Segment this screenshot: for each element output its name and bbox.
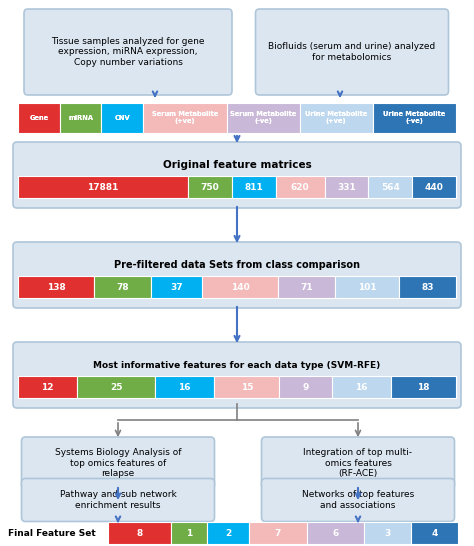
FancyBboxPatch shape bbox=[262, 437, 455, 489]
FancyBboxPatch shape bbox=[155, 376, 214, 398]
FancyBboxPatch shape bbox=[18, 276, 94, 298]
Text: miRNA: miRNA bbox=[68, 115, 93, 121]
FancyBboxPatch shape bbox=[364, 522, 411, 544]
Text: 140: 140 bbox=[231, 282, 249, 292]
FancyBboxPatch shape bbox=[278, 276, 336, 298]
FancyBboxPatch shape bbox=[77, 376, 155, 398]
FancyBboxPatch shape bbox=[332, 376, 391, 398]
FancyBboxPatch shape bbox=[249, 522, 307, 544]
FancyBboxPatch shape bbox=[18, 103, 60, 133]
Text: CNV: CNV bbox=[115, 115, 130, 121]
Text: Serum Metabolite
(-ve): Serum Metabolite (-ve) bbox=[230, 111, 296, 124]
Text: 750: 750 bbox=[201, 182, 219, 192]
Text: Systems Biology Analysis of
top omics features of
relapse: Systems Biology Analysis of top omics fe… bbox=[55, 448, 181, 478]
Text: 564: 564 bbox=[381, 182, 400, 192]
FancyBboxPatch shape bbox=[207, 522, 249, 544]
Text: Most informative features for each data type (SVM-RFE): Most informative features for each data … bbox=[93, 360, 381, 370]
Text: 331: 331 bbox=[337, 182, 356, 192]
FancyBboxPatch shape bbox=[227, 103, 300, 133]
FancyBboxPatch shape bbox=[18, 376, 77, 398]
FancyBboxPatch shape bbox=[101, 103, 143, 133]
Text: CNV: CNV bbox=[115, 115, 130, 121]
Text: Urine Metabolite
(+ve): Urine Metabolite (+ve) bbox=[305, 111, 367, 124]
FancyBboxPatch shape bbox=[255, 9, 448, 95]
FancyBboxPatch shape bbox=[21, 478, 215, 521]
Text: Serum Metabolite
(+ve): Serum Metabolite (+ve) bbox=[152, 111, 218, 124]
Text: 15: 15 bbox=[241, 383, 253, 391]
FancyBboxPatch shape bbox=[373, 103, 456, 133]
Text: 3: 3 bbox=[384, 529, 391, 537]
FancyBboxPatch shape bbox=[232, 176, 276, 198]
Text: 8: 8 bbox=[136, 529, 143, 537]
Text: Original feature matrices: Original feature matrices bbox=[163, 160, 311, 170]
Text: Networks of top features
and associations: Networks of top features and association… bbox=[302, 490, 414, 510]
Text: 16: 16 bbox=[178, 383, 191, 391]
Text: 2: 2 bbox=[225, 529, 231, 537]
Text: 78: 78 bbox=[117, 282, 129, 292]
FancyBboxPatch shape bbox=[60, 103, 101, 133]
Text: miRNA: miRNA bbox=[68, 115, 93, 121]
FancyBboxPatch shape bbox=[336, 276, 399, 298]
Text: 83: 83 bbox=[421, 282, 434, 292]
Text: 37: 37 bbox=[170, 282, 183, 292]
Text: 811: 811 bbox=[245, 182, 264, 192]
Text: Final Feature Set: Final Feature Set bbox=[8, 529, 96, 537]
Text: Urine Metabolite
(-ve): Urine Metabolite (-ve) bbox=[383, 111, 446, 124]
FancyBboxPatch shape bbox=[18, 176, 188, 198]
Text: 7: 7 bbox=[274, 529, 281, 537]
Text: Urine Metabolite
(+ve): Urine Metabolite (+ve) bbox=[305, 111, 367, 124]
FancyBboxPatch shape bbox=[262, 478, 455, 521]
FancyBboxPatch shape bbox=[399, 276, 456, 298]
Text: Pre-filtered data Sets from class comparison: Pre-filtered data Sets from class compar… bbox=[114, 260, 360, 270]
FancyBboxPatch shape bbox=[151, 276, 202, 298]
Text: 9: 9 bbox=[302, 383, 309, 391]
Text: 6: 6 bbox=[332, 529, 338, 537]
Text: 138: 138 bbox=[47, 282, 65, 292]
Text: 620: 620 bbox=[291, 182, 310, 192]
Text: 16: 16 bbox=[355, 383, 367, 391]
Text: 12: 12 bbox=[41, 383, 54, 391]
FancyBboxPatch shape bbox=[94, 276, 151, 298]
Text: 25: 25 bbox=[110, 383, 122, 391]
FancyBboxPatch shape bbox=[143, 103, 227, 133]
FancyBboxPatch shape bbox=[411, 522, 458, 544]
Text: Urine Metabolite
(-ve): Urine Metabolite (-ve) bbox=[383, 111, 446, 124]
FancyBboxPatch shape bbox=[13, 142, 461, 208]
FancyBboxPatch shape bbox=[188, 176, 232, 198]
FancyBboxPatch shape bbox=[325, 176, 368, 198]
FancyBboxPatch shape bbox=[171, 522, 207, 544]
Text: Pathway and sub network
enrichment results: Pathway and sub network enrichment resul… bbox=[60, 490, 176, 510]
FancyBboxPatch shape bbox=[368, 176, 412, 198]
Text: Serum Metabolite
(+ve): Serum Metabolite (+ve) bbox=[152, 111, 218, 124]
FancyBboxPatch shape bbox=[13, 342, 461, 408]
Text: 101: 101 bbox=[358, 282, 376, 292]
Text: 1: 1 bbox=[186, 529, 192, 537]
FancyBboxPatch shape bbox=[412, 176, 456, 198]
Text: Integration of top multi-
omics features
(RF-ACE): Integration of top multi- omics features… bbox=[303, 448, 412, 478]
FancyBboxPatch shape bbox=[280, 376, 332, 398]
FancyBboxPatch shape bbox=[214, 376, 280, 398]
Text: 440: 440 bbox=[425, 182, 444, 192]
FancyBboxPatch shape bbox=[21, 437, 215, 489]
FancyBboxPatch shape bbox=[108, 522, 171, 544]
Text: 18: 18 bbox=[417, 383, 429, 391]
Text: 71: 71 bbox=[301, 282, 313, 292]
Text: 4: 4 bbox=[431, 529, 438, 537]
Text: 17881: 17881 bbox=[88, 182, 119, 192]
Text: Gene: Gene bbox=[29, 115, 48, 121]
FancyBboxPatch shape bbox=[202, 276, 278, 298]
FancyBboxPatch shape bbox=[24, 9, 232, 95]
Text: Biofluids (serum and urine) analyzed
for metabolomics: Biofluids (serum and urine) analyzed for… bbox=[268, 42, 436, 62]
FancyBboxPatch shape bbox=[13, 242, 461, 308]
FancyBboxPatch shape bbox=[307, 522, 364, 544]
FancyBboxPatch shape bbox=[300, 103, 373, 133]
Text: Tissue samples analyzed for gene
expression, miRNA expression,
Copy number varia: Tissue samples analyzed for gene express… bbox=[51, 37, 205, 67]
FancyBboxPatch shape bbox=[391, 376, 456, 398]
FancyBboxPatch shape bbox=[276, 176, 325, 198]
Text: Serum Metabolite
(-ve): Serum Metabolite (-ve) bbox=[230, 111, 296, 124]
Text: Gene: Gene bbox=[29, 115, 48, 121]
